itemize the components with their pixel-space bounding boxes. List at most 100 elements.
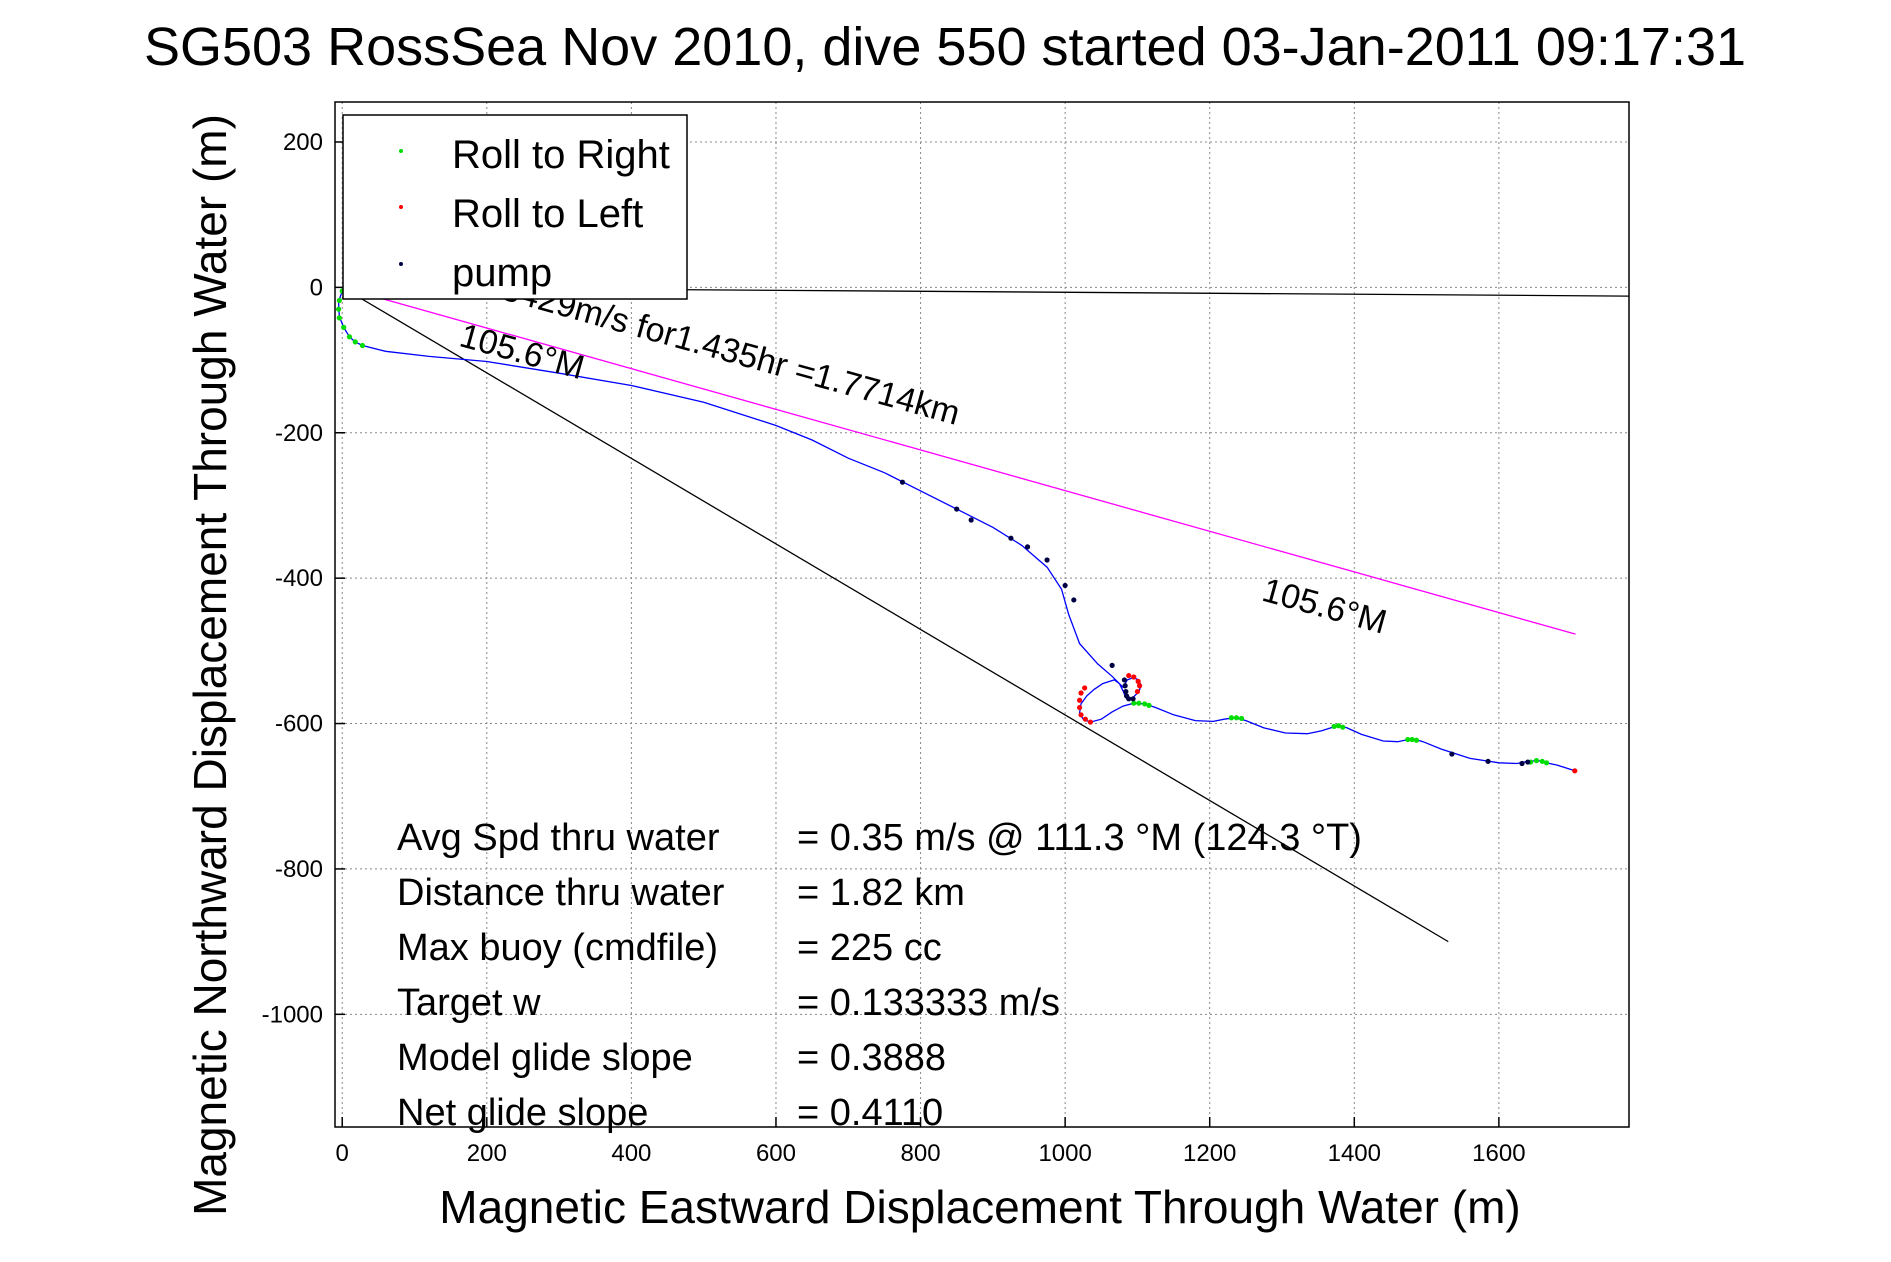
pump-point: [1109, 662, 1115, 668]
reference-line: [342, 286, 1576, 635]
roll-right-point: [341, 324, 347, 330]
pump-point: [1130, 696, 1136, 702]
pump-point: [954, 506, 960, 512]
stat-value: = 0.35 m/s @ 111.3 °M (124.3 °T): [797, 817, 1362, 859]
roll-right-point: [1539, 758, 1545, 764]
roll-left-point: [1078, 712, 1084, 718]
annotation-text: 105.6°M: [1258, 571, 1391, 642]
x-tick-label: 600: [756, 1140, 796, 1167]
roll-right-point: [1228, 715, 1235, 721]
stat-value: = 0.133333 m/s: [797, 982, 1060, 1024]
roll-right-point: [336, 306, 342, 312]
roll-left-point: [1076, 697, 1083, 703]
roll-right-point: [1146, 702, 1152, 708]
roll-right-point: [1136, 700, 1142, 706]
x-tick-label: 1600: [1472, 1140, 1525, 1167]
roll-left-point: [1135, 678, 1141, 684]
roll-left-point: [1126, 672, 1132, 679]
pump-point: [1485, 758, 1491, 764]
x-axis-ticks: 0 200 400 600 800 1000 1200 1400 1600: [336, 1117, 1526, 1167]
roll-right-point: [1409, 736, 1415, 743]
pump-point: [1122, 683, 1128, 689]
annotation-text: 105.6°M: [456, 317, 589, 388]
roll-right-point: [346, 334, 353, 340]
x-tick-label: 800: [901, 1140, 941, 1167]
y-tick-label: -1000: [262, 1001, 323, 1028]
legend-pump-label: pump: [452, 251, 552, 295]
roll-right-point: [336, 315, 342, 321]
roll-right-point: [359, 342, 366, 349]
legend-roll-left-label: Roll to Left: [452, 192, 643, 236]
x-tick-label: 1000: [1038, 1140, 1091, 1167]
stat-label: Max buoy (cmdfile): [397, 927, 718, 969]
x-tick-label: 1400: [1328, 1140, 1381, 1167]
stat-label: Target w: [397, 982, 541, 1024]
pump-point: [1449, 751, 1455, 757]
x-tick-label: 0: [336, 1140, 349, 1167]
stat-label: Model glide slope: [397, 1037, 693, 1079]
roll-left-point: [1082, 685, 1088, 691]
roll-left-point: [1131, 674, 1137, 680]
roll-right-point: [352, 339, 358, 345]
roll-left-point: [1078, 690, 1084, 696]
stat-value: = 0.3888: [797, 1037, 946, 1079]
roll-left-point: [1136, 683, 1143, 689]
stat-label: Avg Spd thru water: [397, 817, 720, 859]
roll-right-point: [1413, 737, 1420, 743]
pump-point: [1519, 760, 1525, 767]
track-series: [337, 290, 1576, 772]
roll-right-point: [1238, 715, 1245, 722]
y-axis-ticks: 200 0 -200 -400 -600 -800 -1000: [262, 129, 345, 1028]
roll-right-point: [1131, 700, 1137, 706]
roll-left-point: [1572, 768, 1578, 774]
legend-roll-right-marker: [399, 149, 403, 153]
roll-right-point: [1142, 701, 1148, 707]
pump-point: [1062, 582, 1068, 589]
roll-right-point: [1335, 723, 1341, 729]
roll-right-point: [1533, 758, 1540, 764]
pump-point: [1024, 544, 1031, 550]
roll-pump-markers: [336, 288, 1578, 774]
y-axis-label: Magnetic Northward Displacement Through …: [184, 114, 236, 1216]
track-line: [337, 290, 1576, 772]
roll-right-point: [1543, 760, 1550, 766]
pump-point: [899, 479, 906, 485]
roll-right-point: [1233, 715, 1240, 721]
stat-value: = 225 cc: [797, 927, 942, 969]
x-tick-label: 1200: [1183, 1140, 1236, 1167]
roll-left-point: [1082, 716, 1088, 722]
stats-table: Avg Spd thru water = 0.35 m/s @ 111.3 °M …: [397, 817, 1362, 1134]
y-tick-label: -200: [275, 420, 323, 447]
y-tick-label: 200: [283, 129, 323, 156]
y-tick-label: -800: [275, 856, 323, 883]
y-tick-label: -400: [275, 565, 323, 592]
chart-title: SG503 RossSea Nov 2010, dive 550 started…: [144, 17, 1746, 77]
stat-value: = 1.82 km: [797, 872, 965, 914]
pump-point: [1123, 688, 1129, 695]
pump-point: [968, 517, 974, 523]
roll-right-point: [1405, 736, 1411, 743]
legend: Roll to Right Roll to Left pump: [342, 114, 688, 300]
roll-left-point: [1076, 704, 1083, 711]
y-tick-label: -600: [275, 711, 323, 738]
pump-point: [1044, 557, 1050, 563]
stat-label: Distance thru water: [397, 872, 725, 914]
legend-pump-marker: [399, 262, 403, 266]
roll-left-point: [1087, 719, 1094, 725]
legend-roll-left-marker: [399, 205, 403, 209]
pump-point: [1126, 696, 1132, 702]
y-tick-label: 0: [310, 274, 323, 301]
reference-line: [341, 286, 1449, 943]
x-axis-label: Magnetic Eastward Displacement Through W…: [439, 1181, 1520, 1233]
pump-point: [1525, 759, 1531, 765]
roll-right-point: [1340, 724, 1346, 730]
roll-left-point: [1134, 688, 1141, 695]
annotations: 0.3429m/s for1.435hr =1.7714km105.6°M105…: [456, 262, 1391, 642]
x-tick-label: 200: [467, 1140, 507, 1167]
roll-right-point: [1331, 723, 1337, 730]
legend-roll-right-label: Roll to Right: [452, 133, 670, 177]
pump-point: [1071, 597, 1077, 603]
x-tick-label: 400: [611, 1140, 651, 1167]
pump-point: [1121, 677, 1128, 683]
